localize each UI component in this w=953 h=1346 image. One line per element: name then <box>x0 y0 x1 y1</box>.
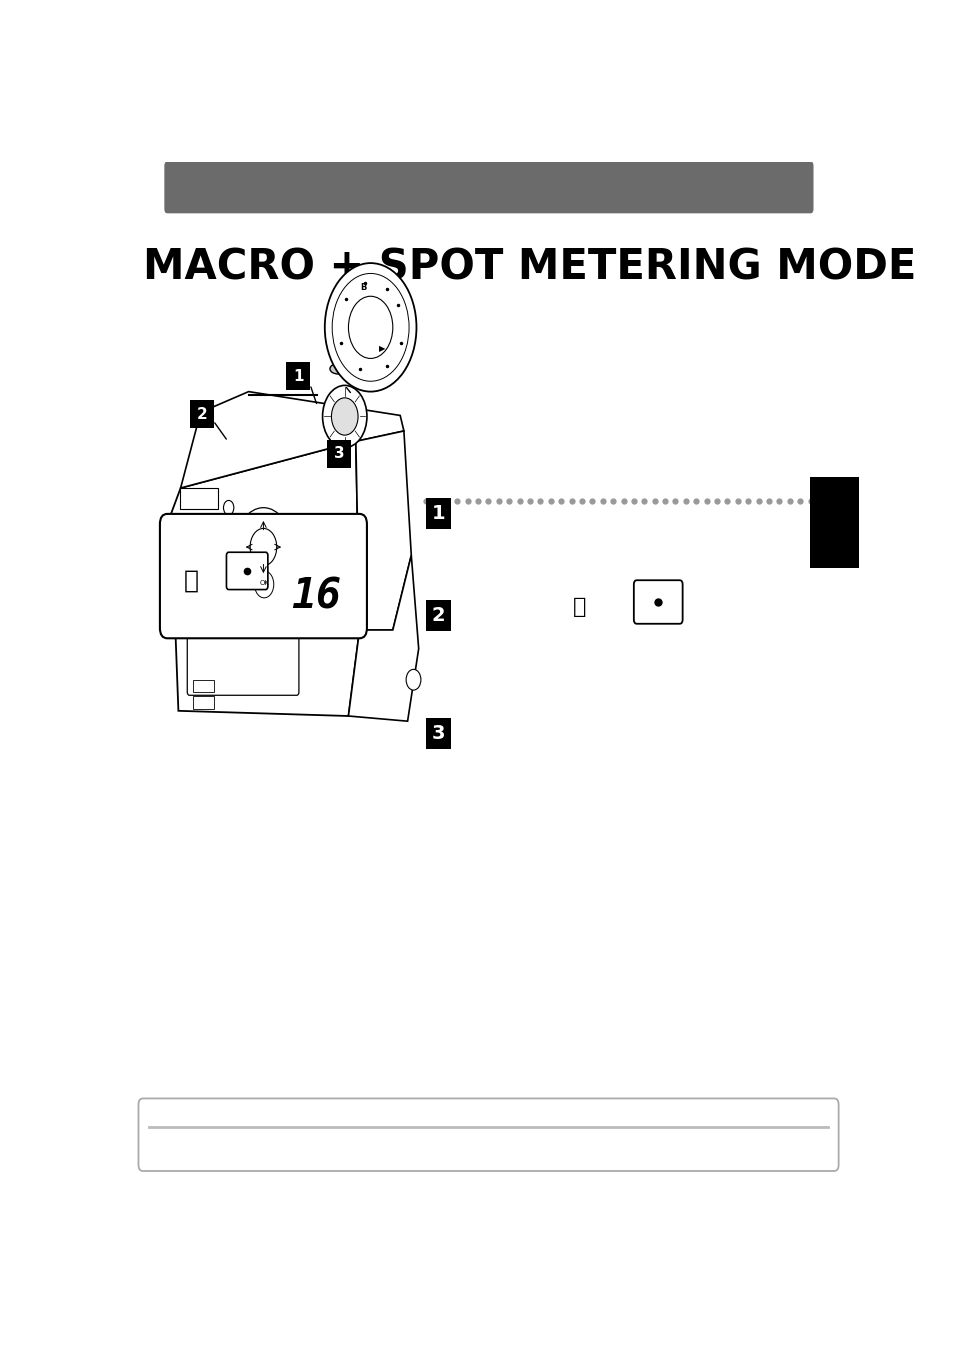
Circle shape <box>250 529 276 565</box>
Text: 1: 1 <box>293 369 303 384</box>
Text: 2: 2 <box>196 406 207 421</box>
Text: 1: 1 <box>432 505 445 524</box>
Circle shape <box>223 501 233 516</box>
FancyBboxPatch shape <box>187 565 298 696</box>
Text: 🌷: 🌷 <box>184 568 199 592</box>
FancyBboxPatch shape <box>426 717 451 750</box>
Text: 2: 2 <box>432 606 445 625</box>
FancyBboxPatch shape <box>633 580 682 623</box>
Circle shape <box>322 385 367 448</box>
FancyBboxPatch shape <box>286 362 310 390</box>
Circle shape <box>324 262 416 392</box>
FancyBboxPatch shape <box>160 514 367 638</box>
Bar <box>809 476 858 568</box>
Circle shape <box>235 507 292 587</box>
Text: ▶: ▶ <box>378 343 385 353</box>
Circle shape <box>348 296 393 358</box>
FancyBboxPatch shape <box>190 400 213 428</box>
Bar <box>193 696 213 709</box>
PathPatch shape <box>180 392 403 489</box>
Circle shape <box>254 571 274 598</box>
Bar <box>180 489 218 509</box>
Circle shape <box>332 273 409 381</box>
FancyBboxPatch shape <box>164 162 813 213</box>
Bar <box>193 680 213 692</box>
Text: 3: 3 <box>432 724 445 743</box>
FancyBboxPatch shape <box>138 1098 838 1171</box>
Text: 16: 16 <box>291 576 341 618</box>
FancyBboxPatch shape <box>327 440 351 468</box>
PathPatch shape <box>348 556 418 721</box>
PathPatch shape <box>355 431 411 630</box>
Circle shape <box>406 669 420 690</box>
PathPatch shape <box>171 441 359 716</box>
FancyBboxPatch shape <box>426 498 451 529</box>
FancyBboxPatch shape <box>426 600 451 631</box>
Text: 🌻: 🌻 <box>572 598 585 618</box>
Text: 3: 3 <box>334 447 344 462</box>
Text: B: B <box>359 284 366 292</box>
Ellipse shape <box>330 363 346 374</box>
Text: MACRO + SPOT METERING MODE: MACRO + SPOT METERING MODE <box>143 246 915 288</box>
Text: OK: OK <box>259 580 269 587</box>
FancyBboxPatch shape <box>226 552 268 590</box>
Circle shape <box>331 398 357 435</box>
